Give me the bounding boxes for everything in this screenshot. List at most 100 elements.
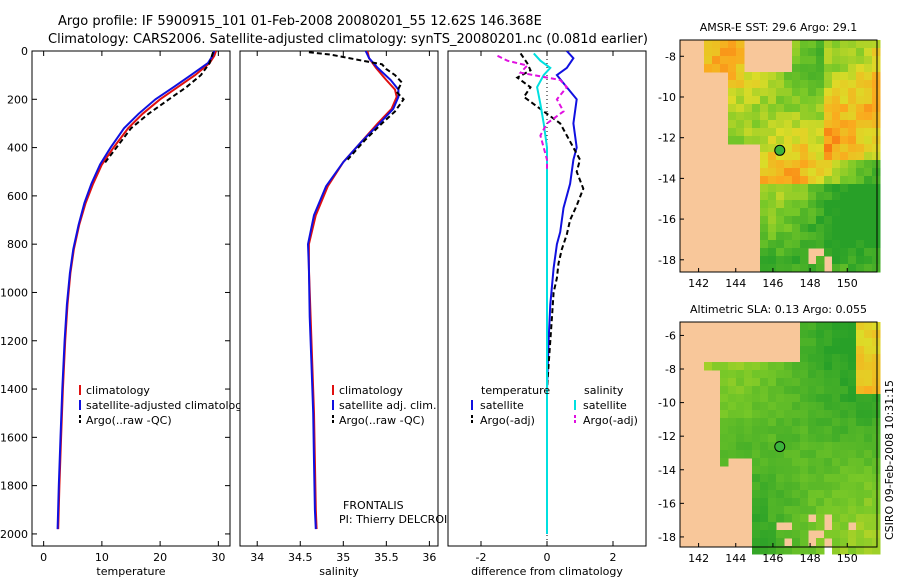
map-cell: [768, 88, 777, 97]
map-cell: [832, 546, 841, 555]
series-group: [497, 51, 585, 534]
map-cell: [816, 112, 825, 121]
map-cell: [808, 48, 817, 57]
map-cell: [792, 216, 801, 225]
map-cell: [816, 458, 825, 467]
map-cell: [752, 378, 761, 387]
map-cell: [776, 458, 785, 467]
map-cell: [808, 482, 817, 491]
map-cell: [840, 256, 849, 265]
map-cell: [832, 88, 841, 97]
map-cell: [768, 370, 777, 379]
map-cell: [864, 56, 873, 65]
map-cell: [872, 482, 881, 491]
map-cell: [856, 40, 865, 49]
map-cell: [872, 330, 881, 339]
map-cell: [768, 482, 777, 491]
map-cell: [840, 338, 849, 347]
map-cell: [808, 192, 817, 201]
map-cell: [872, 200, 881, 209]
map-cell: [768, 184, 777, 193]
map-cell: [832, 474, 841, 483]
map-cell: [856, 530, 865, 539]
map-cell: [784, 498, 793, 507]
map-cell: [752, 418, 761, 427]
map-cell: [784, 490, 793, 499]
map-cell: [840, 498, 849, 507]
map-cell: [848, 248, 857, 257]
map-cell: [848, 256, 857, 265]
y-tick-label: 0: [21, 45, 28, 58]
map-cell: [824, 80, 833, 89]
map-cell: [856, 370, 865, 379]
map-cell: [768, 514, 777, 523]
map-cell: [808, 490, 817, 499]
map-cell: [832, 530, 841, 539]
map-cell: [856, 506, 865, 515]
map-cell: [864, 48, 873, 57]
map-cell: [800, 232, 809, 241]
map-cell: [768, 248, 777, 257]
map-cell: [840, 56, 849, 65]
map-cell: [808, 208, 817, 217]
map-cell: [832, 410, 841, 419]
map-cell: [840, 330, 849, 339]
map-cell: [800, 64, 809, 73]
map-cell: [792, 48, 801, 57]
map-cell: [768, 240, 777, 249]
map-cell: [760, 136, 769, 145]
y-tick-label: 1800: [0, 480, 28, 493]
map-cell: [736, 136, 745, 145]
map-cell: [760, 482, 769, 491]
map-cell: [784, 120, 793, 129]
map-cell: [744, 370, 753, 379]
map-cell: [728, 64, 737, 73]
map-cell: [752, 474, 761, 483]
map-cell: [872, 184, 881, 193]
map-cell: [808, 394, 817, 403]
map-cell: [808, 224, 817, 233]
map-cell: [808, 386, 817, 395]
map-cell: [800, 378, 809, 387]
map-cell: [784, 386, 793, 395]
map-cell: [760, 362, 769, 371]
map-cell: [832, 232, 841, 241]
map-cell: [752, 88, 761, 97]
map-cell: [776, 402, 785, 411]
map-cell: [824, 232, 833, 241]
map-cell: [824, 176, 833, 185]
map-cell: [720, 450, 729, 459]
series-group: [306, 51, 405, 530]
map-cell: [704, 362, 713, 371]
map-cell: [792, 120, 801, 129]
map-cell: [816, 482, 825, 491]
map-cell: [800, 434, 809, 443]
map-cell: [776, 168, 785, 177]
map-cell: [864, 538, 873, 547]
map-cell: [800, 96, 809, 105]
map-cell: [848, 514, 857, 523]
map-cell: [856, 338, 865, 347]
map-cell: [792, 152, 801, 161]
map-cell: [848, 72, 857, 81]
map-cell: [728, 104, 737, 113]
map-cell: [792, 248, 801, 257]
map-cell: [776, 514, 785, 523]
map-cell: [840, 394, 849, 403]
map-cell: [824, 168, 833, 177]
map-cell: [736, 80, 745, 89]
map-cell: [848, 546, 857, 555]
map-cell: [792, 256, 801, 265]
map-cell: [792, 112, 801, 121]
map-cell: [856, 442, 865, 451]
map-cell: [848, 394, 857, 403]
map-cell: [768, 402, 777, 411]
map-cell: [824, 56, 833, 65]
map-cell: [752, 402, 761, 411]
map-cell: [736, 386, 745, 395]
map-cell: [760, 216, 769, 225]
map-cell: [872, 490, 881, 499]
map-cell: [728, 80, 737, 89]
map-cell: [784, 264, 793, 273]
map-cell: [768, 224, 777, 233]
